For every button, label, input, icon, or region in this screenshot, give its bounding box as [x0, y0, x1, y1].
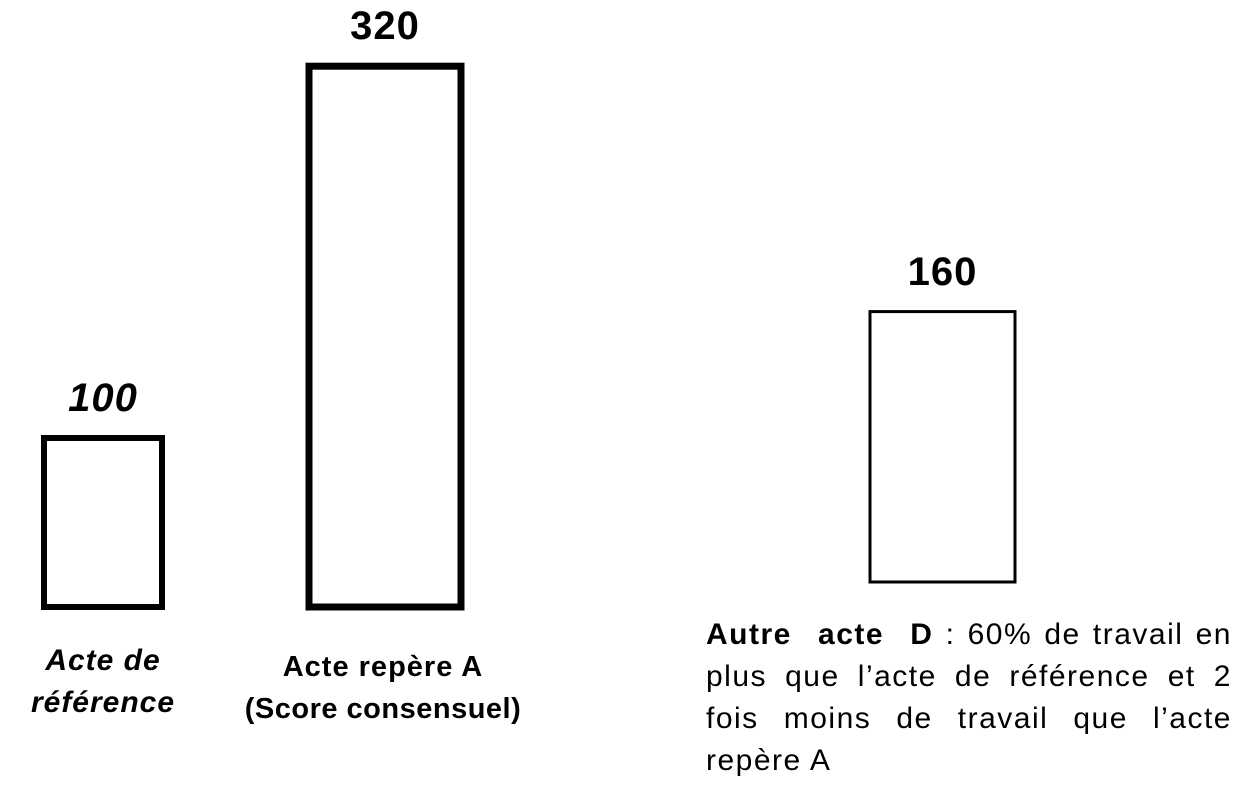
bar: [305, 62, 465, 611]
category-annotation: : 60% de travail en plus que l’acte de r…: [706, 618, 1232, 777]
category-label: Autre acte D: [706, 618, 934, 651]
category-label: Acte de référence: [30, 644, 176, 719]
bar: [868, 310, 1017, 584]
value-label: 160: [907, 249, 978, 294]
category-label: Acte repère A: [282, 651, 484, 683]
category-annotation: (Score consensuel): [244, 693, 522, 725]
bar: [41, 435, 165, 610]
value-label: 320: [350, 4, 420, 49]
category-note: Autre acte D : 60% de travail en plus qu…: [706, 614, 1232, 782]
value-label: 100: [68, 376, 138, 420]
